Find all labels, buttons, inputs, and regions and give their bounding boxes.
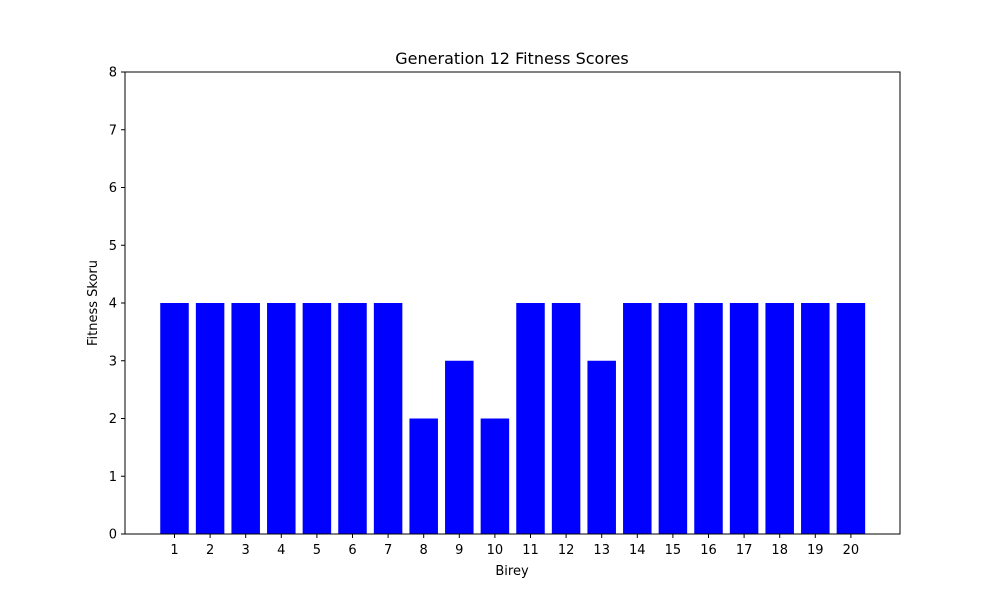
x-tick-label: 17 [736,543,753,558]
x-axis-label: Birey [495,564,529,579]
bar-20 [836,303,866,534]
y-tick-label: 0 [109,528,117,543]
bar-8 [409,418,438,534]
x-tick-label: 2 [206,543,214,558]
bar-17 [729,303,759,534]
bar-12 [551,303,581,534]
x-tick-label: 19 [807,543,824,558]
bar-4 [267,303,296,534]
x-axis: 1 2 3 4 5 6 7 8 9 10 11 12 13 14 15 16 17 18 19 20 [170,534,859,558]
bar-7 [373,303,403,534]
bar-16 [694,303,723,534]
bar-3 [231,303,260,534]
y-axis-label: Fitness Skoru [86,260,101,346]
x-tick-label: 16 [700,543,717,558]
y-axis: 0 1 2 3 4 5 6 7 8 [109,66,125,543]
bar-1 [160,303,189,534]
y-tick-label: 6 [109,181,117,196]
bar-13 [587,360,616,534]
y-tick-label: 8 [109,66,117,81]
x-tick-label: 1 [170,543,178,558]
bar-5 [302,303,332,534]
bar-6 [338,303,367,534]
y-tick-label: 1 [109,470,117,485]
bar-14 [623,303,652,534]
bar-9 [445,360,474,534]
x-tick-label: 8 [420,543,428,558]
x-tick-label: 14 [629,543,646,558]
x-tick-label: 18 [771,543,788,558]
bar-2 [195,303,225,534]
x-tick-label: 7 [384,543,392,558]
bar-19 [801,303,830,534]
x-tick-label: 10 [487,543,504,558]
x-tick-label: 3 [242,543,250,558]
y-tick-label: 4 [109,297,117,312]
x-tick-label: 5 [313,543,321,558]
x-tick-label: 12 [558,543,575,558]
bars-layer [160,303,866,534]
x-tick-label: 20 [843,543,860,558]
bar-18 [765,303,794,534]
y-tick-label: 5 [109,239,117,254]
y-tick-label: 3 [109,354,117,369]
x-tick-label: 9 [455,543,463,558]
y-tick-label: 7 [109,123,117,138]
y-tick-label: 2 [109,412,117,427]
x-tick-label: 13 [593,543,610,558]
bar-15 [658,303,688,534]
x-tick-label: 4 [277,543,285,558]
bar-11 [516,303,545,534]
x-tick-label: 11 [522,543,539,558]
x-tick-label: 15 [665,543,682,558]
x-tick-label: 6 [348,543,356,558]
bar-10 [480,418,510,534]
chart-title: Generation 12 Fitness Scores [395,49,628,68]
